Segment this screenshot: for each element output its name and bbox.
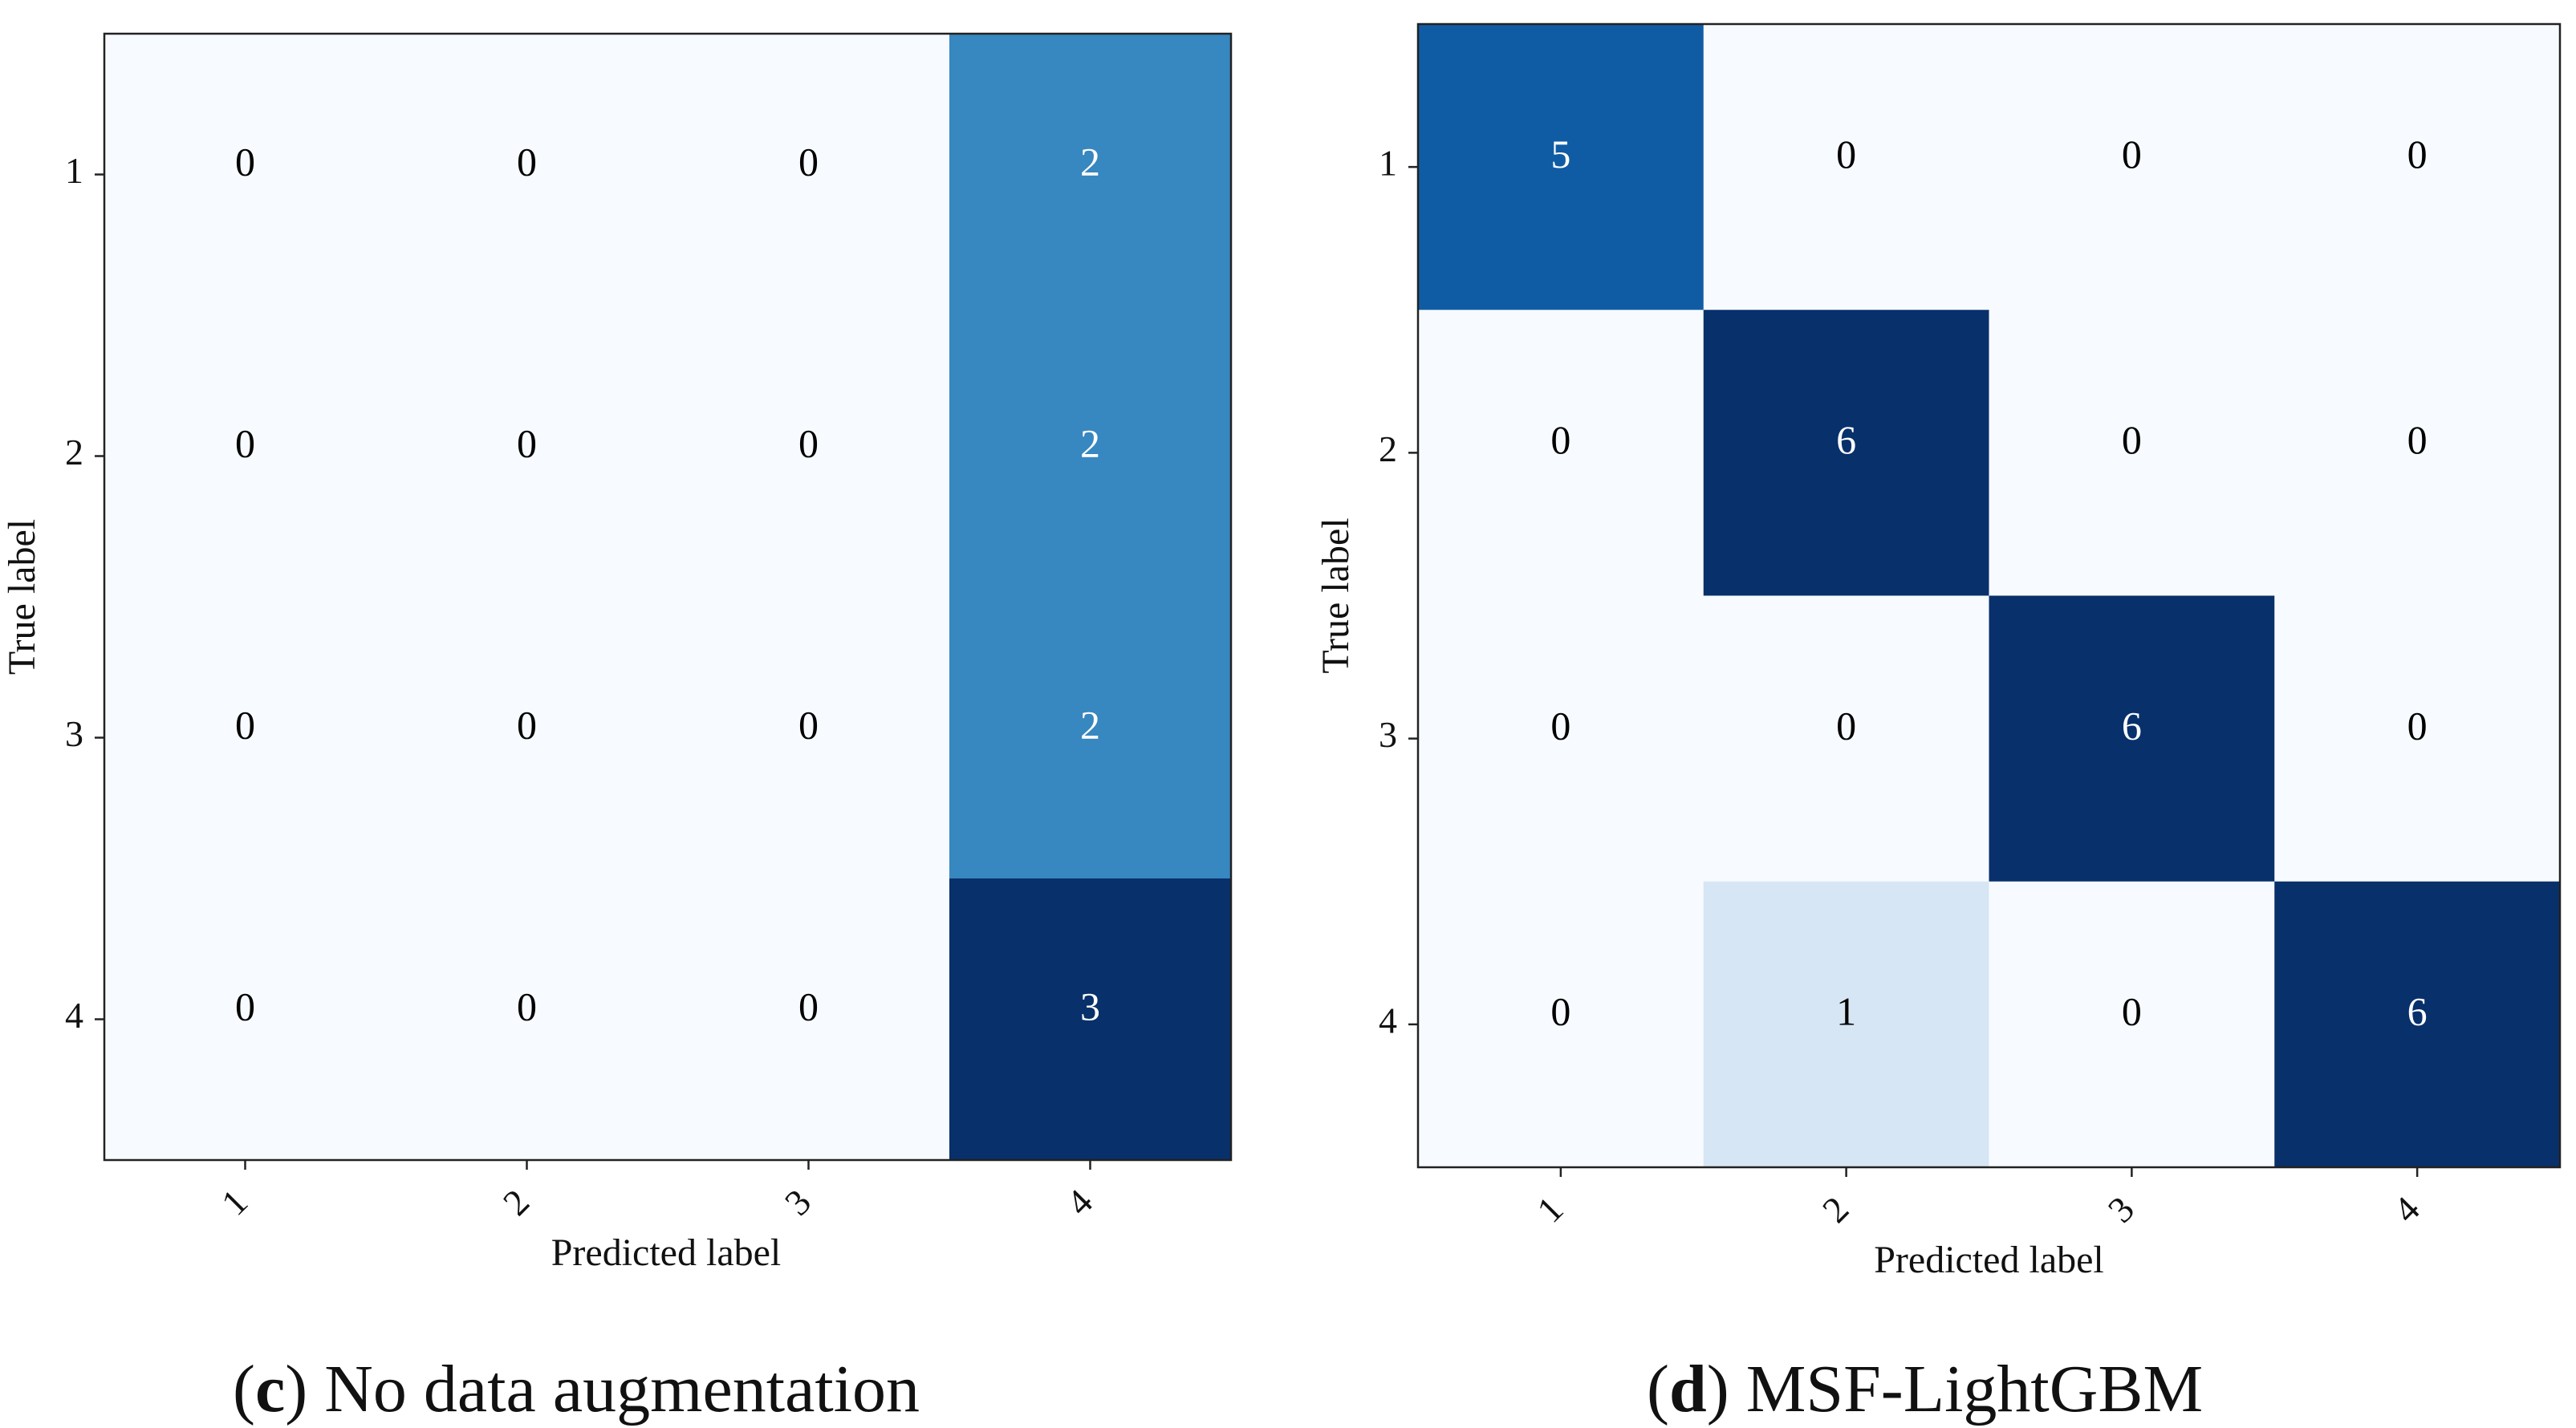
y-tick-label-c-1: 1 [65, 150, 83, 191]
y-tick-label-d-2: 2 [1379, 428, 1397, 469]
y-axis-title-c: True label [1, 519, 43, 675]
x-tick-label-c-3: 3 [777, 1181, 819, 1223]
cell-value-c-r4-c1: 0 [235, 984, 255, 1028]
cell-value-c-r2-c2: 0 [517, 420, 537, 465]
cell-d-r4-c4 [2274, 881, 2561, 1168]
cell-d-r1-c3 [1989, 24, 2275, 310]
x-tick-label-c-4: 4 [1058, 1181, 1100, 1223]
cell-c-r3-c1 [104, 597, 387, 879]
cell-value-d-r3-c1: 0 [1550, 703, 1570, 748]
cell-value-d-r4-c1: 0 [1550, 989, 1570, 1034]
cell-c-r1-c2 [386, 34, 668, 316]
cell-c-r2-c4 [949, 315, 1232, 598]
cell-d-r3-c2 [1703, 595, 1990, 882]
cell-value-c-r1-c3: 0 [798, 139, 819, 184]
panel-c-confusion-matrix: 0 0 0 2 0 0 0 2 0 0 0 2 0 0 0 3 1 2 3 4 1 2 3 4 Predicted label T… [1, 32, 1233, 1274]
y-tick-label-c-4: 4 [65, 995, 83, 1036]
cell-c-r2-c1 [104, 315, 387, 598]
cell-value-c-r4-c2: 0 [517, 984, 537, 1028]
cell-value-c-r3-c3: 0 [798, 702, 819, 747]
cell-d-r1-c2 [1703, 24, 1990, 310]
cell-value-d-r4-c4: 6 [2407, 989, 2428, 1034]
cell-value-c-r2-c4: 2 [1080, 420, 1100, 465]
cell-d-r2-c3 [1989, 310, 2275, 597]
cell-d-r2-c1 [1418, 310, 1704, 597]
cell-value-d-r1-c4: 0 [2407, 132, 2428, 176]
cell-value-c-r2-c3: 0 [798, 420, 819, 465]
cell-value-d-r3-c4: 0 [2407, 703, 2428, 748]
cell-value-c-r1-c1: 0 [235, 139, 255, 184]
cell-value-c-r4-c4: 3 [1080, 984, 1100, 1028]
x-tick-label-d-1: 1 [1529, 1188, 1570, 1230]
cell-d-r3-c1 [1418, 595, 1704, 882]
cell-d-r2-c2 [1703, 310, 1990, 597]
cell-c-r4-c4 [949, 878, 1232, 1161]
cell-value-d-r2-c4: 0 [2407, 417, 2428, 462]
cell-d-r4-c1 [1418, 881, 1704, 1168]
cell-value-c-r4-c3: 0 [798, 984, 819, 1028]
cell-value-d-r1-c2: 0 [1836, 132, 1856, 176]
cell-c-r4-c2 [386, 878, 668, 1161]
axes-frame-d [1416, 22, 2562, 1169]
cell-d-r3-c4 [2274, 595, 2561, 882]
cell-value-c-r3-c4: 2 [1080, 702, 1100, 747]
y-tick-label-d-1: 1 [1379, 143, 1397, 184]
cell-c-r1-c4 [949, 34, 1232, 316]
x-tick-label-d-3: 3 [2100, 1188, 2142, 1230]
panel-c-title: No data augmentation [324, 1352, 920, 1426]
cell-c-r4-c1 [104, 878, 387, 1161]
cell-d-r2-c4 [2274, 310, 2561, 597]
cell-d-r1-c1 [1418, 24, 1704, 310]
cell-value-d-r4-c2: 1 [1836, 989, 1856, 1034]
y-axis-title-d: True label [1314, 517, 1357, 673]
cell-c-r3-c3 [668, 597, 950, 879]
cell-value-d-r1-c3: 0 [2122, 132, 2142, 176]
cell-value-d-r4-c3: 0 [2122, 989, 2142, 1034]
x-tick-label-d-2: 2 [1814, 1188, 1856, 1230]
cell-c-r2-c3 [668, 315, 950, 598]
cell-c-r3-c2 [386, 597, 668, 879]
y-tick-label-c-3: 3 [65, 713, 83, 754]
panel-d-caption: (d) MSF-LightGBM [1647, 1352, 2204, 1426]
cell-value-c-r3-c2: 0 [517, 702, 537, 747]
cell-d-r3-c3 [1989, 595, 2275, 882]
cell-d-r4-c3 [1989, 881, 2275, 1168]
y-tick-label-d-4: 4 [1379, 1000, 1397, 1041]
cell-value-d-r2-c1: 0 [1550, 417, 1570, 462]
y-tick-label-c-2: 2 [65, 432, 83, 473]
cell-value-c-r1-c4: 2 [1080, 139, 1100, 184]
x-tick-label-c-1: 1 [213, 1181, 255, 1223]
y-tick-label-d-3: 3 [1379, 714, 1397, 755]
cell-value-d-r3-c3: 6 [2122, 703, 2142, 748]
cell-value-c-r3-c1: 0 [235, 702, 255, 747]
cell-c-r4-c3 [668, 878, 950, 1161]
x-axis-title-c: Predicted label [551, 1231, 782, 1274]
axes-frame-c [103, 32, 1233, 1162]
cell-d-r1-c4 [2274, 24, 2561, 310]
cell-value-d-r2-c2: 6 [1836, 417, 1856, 462]
cell-d-r4-c2 [1703, 881, 1990, 1168]
cell-value-d-r1-c1: 5 [1550, 132, 1570, 176]
x-tick-label-c-2: 2 [495, 1181, 537, 1223]
cell-c-r3-c4 [949, 597, 1232, 879]
cell-value-c-r1-c2: 0 [517, 139, 537, 184]
cell-value-d-r3-c2: 0 [1836, 703, 1856, 748]
cell-value-d-r2-c3: 0 [2122, 417, 2142, 462]
x-tick-label-d-4: 4 [2385, 1188, 2427, 1230]
panel-d-title: MSF-LightGBM [1745, 1352, 2204, 1426]
panel-d-letter: d [1668, 1352, 1707, 1426]
cell-c-r1-c1 [104, 34, 387, 316]
cell-value-c-r2-c1: 0 [235, 420, 255, 465]
panel-c-caption: (c) No data augmentation [233, 1352, 920, 1426]
x-axis-title-d: Predicted label [1874, 1239, 2104, 1281]
cell-c-r2-c2 [386, 315, 668, 598]
panel-c-letter: c [254, 1352, 286, 1426]
cell-c-r1-c3 [668, 34, 950, 316]
